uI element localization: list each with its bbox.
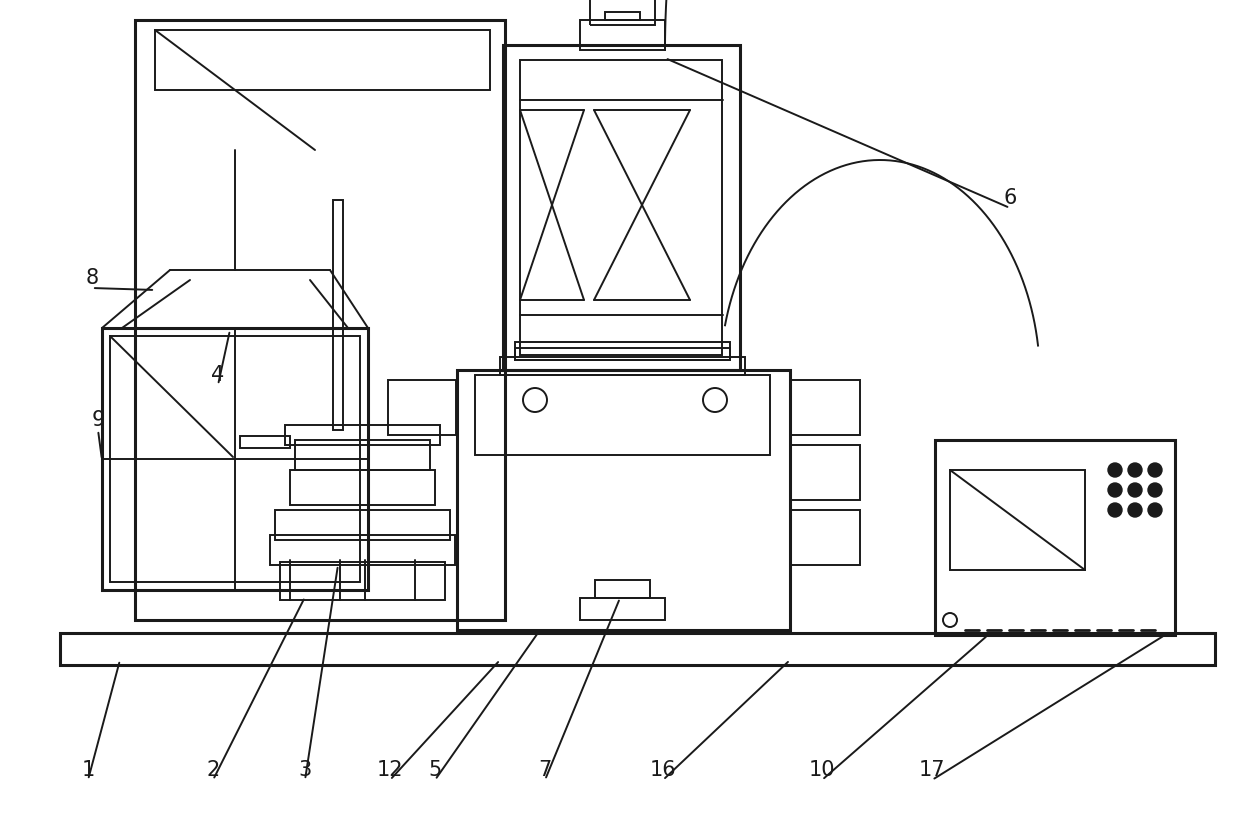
Bar <box>790 510 861 565</box>
Bar <box>60 633 1215 665</box>
Bar <box>475 375 770 455</box>
Text: 10: 10 <box>808 760 836 780</box>
Bar <box>295 440 430 470</box>
Bar <box>580 20 665 50</box>
Bar <box>102 328 368 590</box>
Bar <box>520 60 722 355</box>
Text: 5: 5 <box>428 760 441 780</box>
Bar <box>580 598 665 620</box>
Circle shape <box>1128 503 1142 517</box>
Text: 4: 4 <box>211 365 224 385</box>
Bar <box>334 200 343 430</box>
Bar <box>388 380 456 435</box>
Bar <box>280 562 445 600</box>
Bar <box>241 436 290 448</box>
Text: 8: 8 <box>86 268 98 288</box>
Bar <box>515 342 730 360</box>
Bar <box>458 370 790 630</box>
Text: 17: 17 <box>919 760 945 780</box>
Bar <box>790 380 861 435</box>
Bar <box>290 470 435 505</box>
Bar <box>135 20 505 620</box>
Text: 6: 6 <box>1003 188 1017 208</box>
Circle shape <box>1148 483 1162 497</box>
Text: 16: 16 <box>650 760 676 780</box>
Bar <box>790 445 861 500</box>
Text: 3: 3 <box>299 760 311 780</box>
Circle shape <box>1109 463 1122 477</box>
Bar <box>935 440 1176 635</box>
Bar <box>155 30 490 90</box>
Bar <box>515 348 730 360</box>
Bar <box>285 425 440 445</box>
Circle shape <box>1109 483 1122 497</box>
Circle shape <box>1128 463 1142 477</box>
Circle shape <box>1148 463 1162 477</box>
Bar <box>275 510 450 540</box>
Text: 7: 7 <box>538 760 552 780</box>
Text: 1: 1 <box>82 760 94 780</box>
Bar <box>590 0 655 25</box>
Bar <box>950 470 1085 570</box>
Bar <box>595 580 650 598</box>
Bar <box>270 535 455 565</box>
Bar <box>503 45 740 370</box>
Bar <box>110 336 360 582</box>
Circle shape <box>1148 503 1162 517</box>
Text: 9: 9 <box>92 410 104 430</box>
Bar <box>500 357 745 375</box>
Circle shape <box>1128 483 1142 497</box>
Text: 2: 2 <box>206 760 219 780</box>
Text: 12: 12 <box>377 760 403 780</box>
Circle shape <box>1109 503 1122 517</box>
Bar <box>605 12 640 20</box>
